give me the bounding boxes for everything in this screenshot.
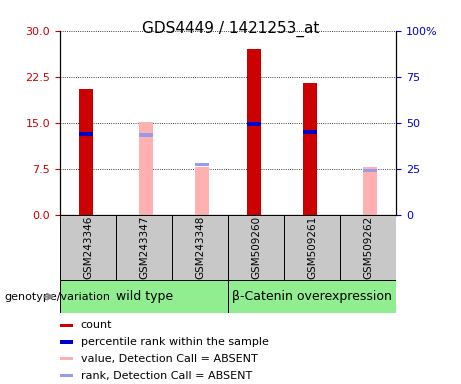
Bar xyxy=(284,215,340,280)
Text: GSM509260: GSM509260 xyxy=(251,216,261,279)
Bar xyxy=(60,324,72,327)
Bar xyxy=(139,122,153,215)
Text: rank, Detection Call = ABSENT: rank, Detection Call = ABSENT xyxy=(81,371,252,381)
Bar xyxy=(303,131,317,134)
Text: wild type: wild type xyxy=(116,290,172,303)
Text: value, Detection Call = ABSENT: value, Detection Call = ABSENT xyxy=(81,354,257,364)
Bar xyxy=(363,169,378,172)
Text: β-Catenin overexpression: β-Catenin overexpression xyxy=(232,290,392,303)
Text: percentile rank within the sample: percentile rank within the sample xyxy=(81,337,268,347)
Text: GSM243348: GSM243348 xyxy=(195,216,205,280)
Bar xyxy=(363,167,378,215)
Bar xyxy=(172,215,228,280)
Bar xyxy=(247,49,261,215)
Bar xyxy=(60,374,72,377)
Bar xyxy=(247,122,261,126)
Text: count: count xyxy=(81,320,112,330)
Text: genotype/variation: genotype/variation xyxy=(5,291,111,302)
Bar xyxy=(340,215,396,280)
Text: GDS4449 / 1421253_at: GDS4449 / 1421253_at xyxy=(142,21,319,37)
Bar xyxy=(195,167,209,215)
Bar xyxy=(303,83,317,215)
Bar xyxy=(195,163,209,166)
Bar xyxy=(60,280,228,313)
Bar xyxy=(60,357,72,360)
Bar xyxy=(60,341,72,344)
Text: GSM509262: GSM509262 xyxy=(363,216,373,279)
Bar xyxy=(116,215,172,280)
Text: GSM509261: GSM509261 xyxy=(307,216,317,279)
Text: GSM243346: GSM243346 xyxy=(83,216,93,280)
Bar xyxy=(79,132,93,136)
Text: GSM243347: GSM243347 xyxy=(139,216,149,280)
Bar xyxy=(228,215,284,280)
Bar xyxy=(139,134,153,137)
Bar xyxy=(228,280,396,313)
Bar xyxy=(79,89,93,215)
Bar xyxy=(60,215,116,280)
